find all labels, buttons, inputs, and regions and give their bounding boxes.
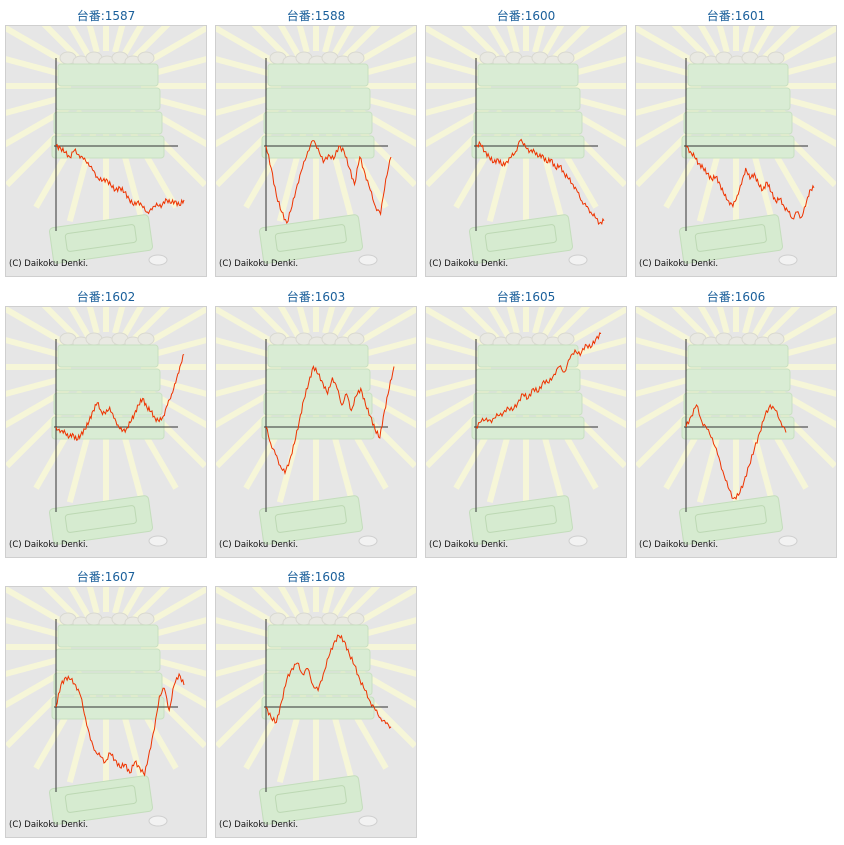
background-illustration <box>216 26 416 266</box>
slump-line <box>685 403 787 500</box>
slump-line <box>265 634 392 729</box>
copyright-label: (C) Daikoku Denki. <box>429 540 509 550</box>
slump-line <box>55 353 185 441</box>
background-illustration <box>6 26 206 266</box>
slump-graph[interactable]: (C) Daikoku Denki. <box>215 25 417 277</box>
graph-plot <box>54 58 185 231</box>
slump-graph[interactable]: (C) Daikoku Denki. <box>425 25 627 277</box>
machine-number-link[interactable]: 台番:1606 <box>706 290 766 304</box>
slump-line <box>265 139 392 225</box>
copyright-label: (C) Daikoku Denki. <box>639 259 719 269</box>
copyright-label: (C) Daikoku Denki. <box>9 540 89 550</box>
machine-card: 台番:1600 (C) Daikoku Denki. <box>425 5 627 277</box>
machine-number-link[interactable]: 台番:1601 <box>706 9 766 23</box>
graph-plot <box>264 339 395 512</box>
machine-number-link[interactable]: 台番:1605 <box>496 290 556 304</box>
copyright-label: (C) Daikoku Denki. <box>9 259 89 269</box>
machine-card: 台番:1588 (C) Daikoku Denki. <box>215 5 417 277</box>
slump-graph[interactable]: (C) Daikoku Denki. <box>425 306 627 558</box>
background-illustration <box>636 26 836 266</box>
copyright-label: (C) Daikoku Denki. <box>429 259 509 269</box>
slump-graph[interactable]: (C) Daikoku Denki. <box>215 306 417 558</box>
copyright-label: (C) Daikoku Denki. <box>639 540 719 550</box>
copyright-label: (C) Daikoku Denki. <box>9 820 89 830</box>
background-illustration <box>216 307 416 547</box>
graph-plot <box>54 619 185 792</box>
slump-line <box>265 364 395 476</box>
machine-number-link[interactable]: 台番:1600 <box>496 9 556 23</box>
machine-card: 台番:1607 (C) Daikoku Denki. <box>5 566 207 838</box>
copyright-label: (C) Daikoku Denki. <box>219 540 299 550</box>
machine-number-link[interactable]: 台番:1608 <box>286 570 346 584</box>
background-illustration <box>426 26 626 266</box>
slump-graph[interactable]: (C) Daikoku Denki. <box>635 306 837 558</box>
background-illustration <box>216 587 416 827</box>
machine-card: 台番:1608 (C) Daikoku Denki. <box>215 566 417 838</box>
graph-plot <box>684 58 815 231</box>
background-illustration <box>6 587 206 827</box>
background-illustration <box>426 307 626 547</box>
machine-card: 台番:1587 (C) Daikoku Denki. <box>5 5 207 277</box>
machine-card: 台番:1601 (C) Daikoku Denki. <box>635 5 837 277</box>
background-illustration <box>636 307 836 547</box>
machine-number-link[interactable]: 台番:1607 <box>76 570 136 584</box>
machine-number-link[interactable]: 台番:1587 <box>76 9 136 23</box>
graph-plot <box>474 332 602 512</box>
slump-line <box>475 332 602 429</box>
graph-plot <box>684 339 808 512</box>
graph-plot <box>264 58 392 231</box>
machine-number-link[interactable]: 台番:1602 <box>76 290 136 304</box>
slump-graph[interactable]: (C) Daikoku Denki. <box>5 306 207 558</box>
machine-number-link[interactable]: 台番:1603 <box>286 290 346 304</box>
slump-graph[interactable]: (C) Daikoku Denki. <box>215 586 417 838</box>
graph-plot <box>264 619 392 792</box>
machine-card: 台番:1605 (C) Daikoku Denki. <box>425 286 627 558</box>
machine-card: 台番:1602 (C) Daikoku Denki. <box>5 286 207 558</box>
machine-card: 台番:1603 (C) Daikoku Denki. <box>215 286 417 558</box>
slump-line <box>55 143 185 215</box>
slump-line <box>475 138 605 225</box>
graph-plot <box>54 339 185 512</box>
slump-line <box>685 145 815 220</box>
slump-graph[interactable]: (C) Daikoku Denki. <box>5 25 207 277</box>
slump-line <box>55 672 185 777</box>
slump-graph[interactable]: (C) Daikoku Denki. <box>5 586 207 838</box>
machine-number-link[interactable]: 台番:1588 <box>286 9 346 23</box>
copyright-label: (C) Daikoku Denki. <box>219 259 299 269</box>
machine-card: 台番:1606 (C) Daikoku Denki. <box>635 286 837 558</box>
graph-plot <box>474 58 605 231</box>
copyright-label: (C) Daikoku Denki. <box>219 820 299 830</box>
slump-graph[interactable]: (C) Daikoku Denki. <box>635 25 837 277</box>
